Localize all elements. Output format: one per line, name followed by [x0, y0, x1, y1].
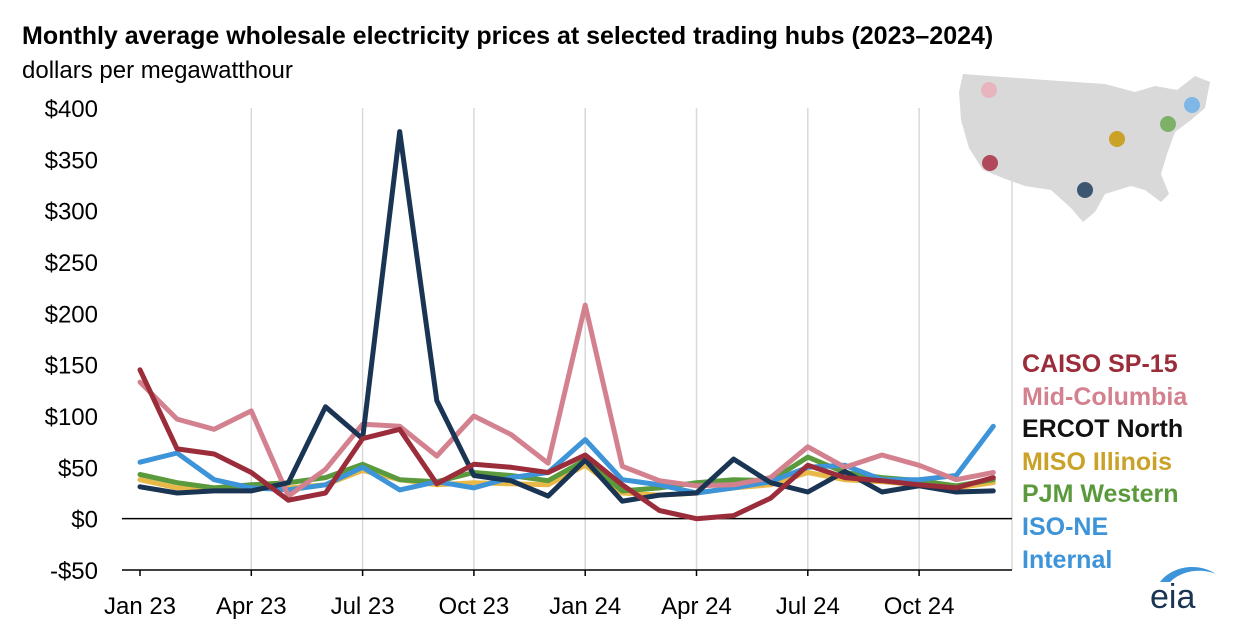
mid-columbia-hub-marker: [981, 82, 997, 98]
y-tick-label: -$50: [50, 558, 98, 585]
legend-item-miso-illinois: MISO Illinois: [1022, 447, 1173, 476]
x-tick-label: Oct 23: [439, 593, 510, 620]
legend: CAISO SP-15 Mid-Columbia ERCOT North MISO I…: [1022, 348, 1187, 576]
legend-item-mid-columbia: Mid-Columbia: [1022, 382, 1188, 411]
series-line-ercot-north: [137, 129, 996, 504]
x-axis-tick-labels: Jan 23 Apr 23 Jul 23 Oct 23 Jan 24 Apr 24 Jul …: [104, 593, 954, 620]
us-map-inset: [959, 74, 1210, 222]
y-tick-label: $350: [45, 147, 98, 174]
y-tick-label: $200: [45, 301, 98, 328]
y-tick-label: $300: [45, 199, 98, 226]
legend-item-ercot-north: ERCOT North: [1022, 415, 1184, 444]
logo-swoosh: [1160, 567, 1216, 582]
y-axis-tick-labels: -$50 $0 $50 $100 $150 $200 $250 $300 $350 $400: [45, 96, 98, 585]
x-tick-label: Oct 24: [884, 593, 955, 620]
caiso-sp15-hub-marker: [982, 155, 998, 171]
legend-item-internal: Internal: [1022, 545, 1113, 574]
eia-logo: eia: [1150, 567, 1216, 614]
y-tick-label: $150: [45, 353, 98, 380]
y-tick-label: $50: [58, 455, 98, 482]
axes: [122, 517, 1012, 576]
vertical-gridlines: [250, 108, 1013, 570]
legend-item-iso-ne: ISO-NE: [1022, 512, 1109, 541]
series-line-caiso-sp-15: [137, 367, 996, 522]
y-tick-label: $250: [45, 250, 98, 277]
iso-ne-hub-marker: [1184, 97, 1200, 113]
chart-title: Monthly average wholesale electricity pr…: [22, 22, 994, 50]
us-land-shape: [959, 74, 1210, 222]
logo-text: eia: [1150, 578, 1195, 614]
ercot-north-hub-marker: [1077, 182, 1093, 198]
y-tick-label: $400: [45, 96, 98, 123]
legend-item-caiso-sp-15: CAISO SP-15: [1022, 350, 1178, 378]
y-tick-label: $0: [71, 507, 98, 534]
legend-item-pjm-western: PJM Western: [1022, 480, 1179, 509]
series-lines: [137, 129, 996, 522]
x-tick-label: Apr 24: [661, 593, 732, 620]
x-tick-label: Jan 24: [549, 593, 621, 620]
x-tick-label: Jul 23: [331, 593, 395, 620]
chart-subtitle: dollars per megawatthour: [22, 57, 293, 84]
miso-illinois-hub-marker: [1109, 131, 1125, 147]
series-line-mid-columbia: [137, 302, 996, 499]
y-tick-label: $100: [45, 404, 98, 431]
x-tick-label: Apr 23: [216, 593, 287, 620]
x-tick-label: Jul 24: [776, 593, 840, 620]
pjm-western-hub-marker: [1160, 116, 1176, 132]
x-tick-label: Jan 23: [104, 593, 176, 620]
